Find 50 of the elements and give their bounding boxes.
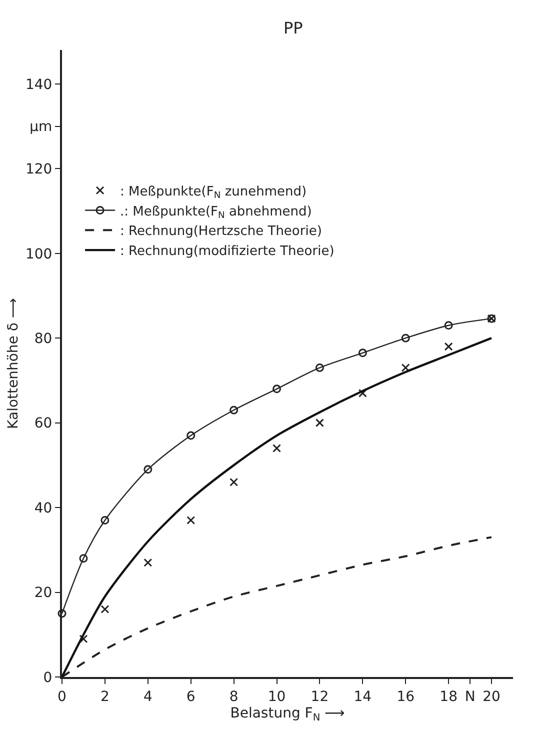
point bbox=[272, 444, 282, 452]
point bbox=[186, 431, 196, 440]
point bbox=[230, 478, 238, 486]
x-tick-label: 6 bbox=[186, 688, 196, 705]
x-tick-label: 0 bbox=[58, 688, 66, 705]
point bbox=[315, 363, 324, 372]
y-tick-label: 0 bbox=[43, 670, 52, 686]
y-tick-label: 100 bbox=[25, 246, 52, 262]
x-tick-label: 4 bbox=[143, 688, 152, 705]
point bbox=[401, 334, 410, 342]
point bbox=[144, 558, 152, 567]
x-tick-label: N bbox=[464, 688, 476, 705]
point bbox=[315, 418, 324, 428]
x-tick-label: 14 bbox=[354, 688, 372, 705]
point bbox=[358, 348, 367, 358]
y-tick-label: 20 bbox=[34, 585, 52, 602]
x-tick-label: 20 bbox=[482, 688, 500, 705]
point bbox=[230, 406, 238, 414]
x-axis-title: Belastung F$_{N}$ ⟶ bbox=[230, 706, 345, 724]
point bbox=[79, 554, 88, 563]
point bbox=[58, 609, 66, 618]
point bbox=[186, 516, 196, 524]
x-tick-label: 16 bbox=[396, 688, 415, 705]
point bbox=[272, 384, 282, 394]
legend-label: .: Meßpunkte(F$_{N}$ abnehmend) bbox=[120, 204, 312, 222]
point bbox=[100, 604, 110, 614]
line-series bbox=[62, 336, 493, 677]
point bbox=[358, 388, 367, 398]
legend-label: : Rechnung(modifizierte Theorie) bbox=[120, 244, 334, 260]
y-tick-label: 40 bbox=[34, 500, 52, 516]
x-tick-label: 18 bbox=[440, 688, 458, 705]
point bbox=[79, 634, 88, 644]
y-axis-title: Kalottenhöhe δ ⟶ bbox=[6, 298, 22, 429]
point bbox=[100, 516, 110, 524]
legend-label: : Meßpunkte(F$_{N}$ zunehmend) bbox=[120, 184, 307, 202]
y-tick-label: 120 bbox=[25, 162, 52, 178]
point bbox=[444, 321, 453, 330]
legend-label: : Rechnung(Hertzsche Theorie) bbox=[120, 224, 322, 240]
y-tick-label: 80 bbox=[34, 330, 52, 347]
chart-title: PP bbox=[284, 18, 304, 38]
x-tick-label: 2 bbox=[100, 688, 110, 705]
x-tick-label: 8 bbox=[229, 688, 238, 705]
x-tick-label: 10 bbox=[268, 688, 286, 705]
point bbox=[444, 342, 453, 351]
x-tick-label: 12 bbox=[310, 688, 329, 705]
y-tick-label: µm bbox=[30, 119, 52, 136]
point bbox=[401, 363, 410, 372]
y-tick-label: 60 bbox=[34, 416, 52, 432]
y-tick-label: 140 bbox=[25, 76, 52, 93]
point bbox=[144, 465, 152, 474]
